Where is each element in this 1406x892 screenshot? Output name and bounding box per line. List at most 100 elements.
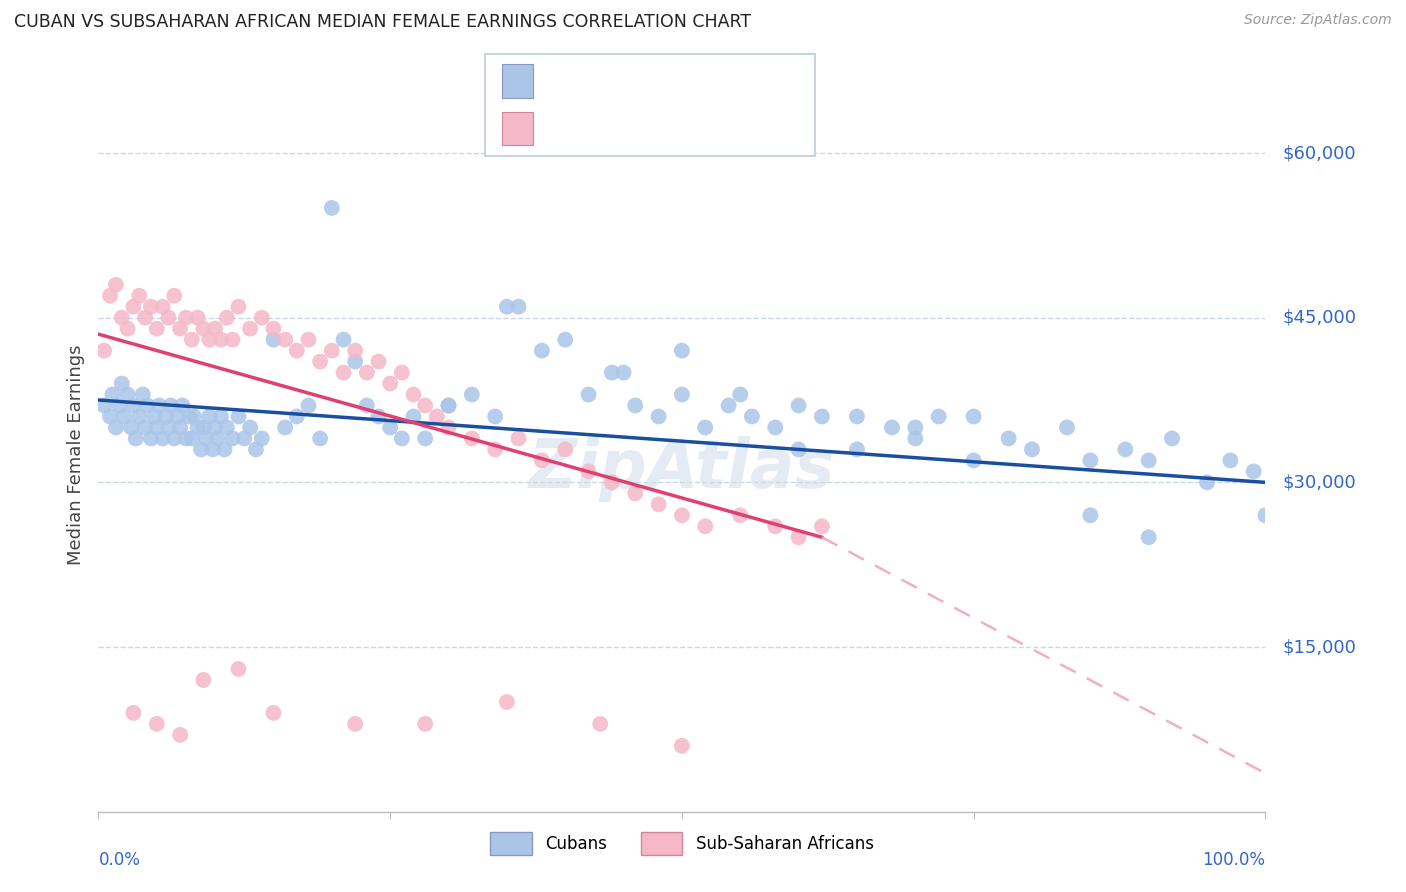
- Point: [647, 497, 669, 511]
- Point: [391, 432, 413, 446]
- Point: [193, 420, 215, 434]
- Point: [98, 409, 121, 424]
- Point: [172, 399, 194, 413]
- Point: [461, 387, 484, 401]
- Point: [309, 432, 332, 446]
- Point: [201, 442, 224, 457]
- Point: [997, 432, 1019, 446]
- Point: [233, 432, 256, 446]
- Point: [904, 432, 927, 446]
- Point: [787, 442, 810, 457]
- Point: [600, 366, 623, 380]
- Point: [508, 300, 530, 314]
- Point: [1195, 475, 1218, 490]
- Point: [530, 453, 553, 467]
- Text: ZipAtlas: ZipAtlas: [529, 436, 835, 502]
- Point: [367, 354, 389, 368]
- Point: [321, 201, 343, 215]
- Point: [128, 289, 150, 303]
- Point: [166, 409, 188, 424]
- Point: [730, 508, 752, 523]
- Point: [1021, 442, 1043, 457]
- Point: [484, 409, 506, 424]
- Point: [204, 420, 226, 434]
- Point: [274, 333, 297, 347]
- Point: [1254, 508, 1277, 523]
- Point: [148, 399, 170, 413]
- Point: [274, 420, 297, 434]
- Point: [763, 519, 786, 533]
- Point: [461, 432, 484, 446]
- Point: [508, 432, 530, 446]
- Point: [207, 432, 229, 446]
- Point: [239, 321, 262, 335]
- Point: [122, 706, 145, 720]
- Point: [495, 695, 517, 709]
- Point: [190, 442, 212, 457]
- Point: [495, 300, 517, 314]
- Point: [730, 387, 752, 401]
- Point: [120, 420, 142, 434]
- Text: -0.225: -0.225: [583, 70, 643, 88]
- Point: [309, 354, 332, 368]
- Text: N =: N =: [666, 118, 703, 136]
- Point: [811, 519, 834, 533]
- Point: [356, 366, 378, 380]
- Point: [695, 519, 717, 533]
- Text: 100.0%: 100.0%: [1202, 851, 1265, 869]
- Point: [174, 432, 197, 446]
- Point: [163, 289, 186, 303]
- Point: [98, 289, 121, 303]
- Point: [787, 530, 810, 544]
- Point: [111, 376, 134, 391]
- Point: [159, 399, 181, 413]
- Point: [402, 387, 425, 401]
- Point: [174, 310, 197, 325]
- Point: [962, 409, 984, 424]
- Point: [194, 432, 217, 446]
- Y-axis label: Median Female Earnings: Median Female Earnings: [66, 344, 84, 566]
- Point: [1243, 464, 1265, 478]
- Point: [332, 366, 354, 380]
- Text: $30,000: $30,000: [1282, 474, 1355, 491]
- Point: [250, 432, 273, 446]
- Point: [122, 300, 145, 314]
- Point: [122, 399, 145, 413]
- Point: [671, 739, 693, 753]
- Point: [402, 409, 425, 424]
- Point: [344, 717, 367, 731]
- Point: [146, 717, 169, 731]
- Point: [193, 321, 215, 335]
- Point: [297, 333, 319, 347]
- Point: [93, 399, 115, 413]
- Point: [1161, 432, 1184, 446]
- Point: [285, 409, 308, 424]
- Point: [183, 409, 205, 424]
- Point: [811, 409, 834, 424]
- Point: [239, 420, 262, 434]
- Point: [578, 387, 600, 401]
- Point: [391, 366, 413, 380]
- Point: [221, 432, 243, 446]
- Point: [787, 399, 810, 413]
- Text: -0.601: -0.601: [583, 118, 643, 136]
- Point: [157, 420, 180, 434]
- Text: 0.0%: 0.0%: [98, 851, 141, 869]
- Point: [262, 321, 284, 335]
- Text: Source: ZipAtlas.com: Source: ZipAtlas.com: [1244, 13, 1392, 28]
- Point: [198, 333, 221, 347]
- Point: [741, 409, 763, 424]
- Point: [1080, 453, 1102, 467]
- Point: [125, 432, 148, 446]
- Point: [1219, 453, 1241, 467]
- Point: [845, 409, 868, 424]
- Point: [215, 310, 238, 325]
- Point: [134, 420, 156, 434]
- Point: [962, 453, 984, 467]
- Point: [554, 333, 576, 347]
- Point: [146, 321, 169, 335]
- Point: [204, 321, 226, 335]
- Point: [378, 420, 402, 434]
- Point: [612, 366, 634, 380]
- Text: $60,000: $60,000: [1282, 144, 1355, 162]
